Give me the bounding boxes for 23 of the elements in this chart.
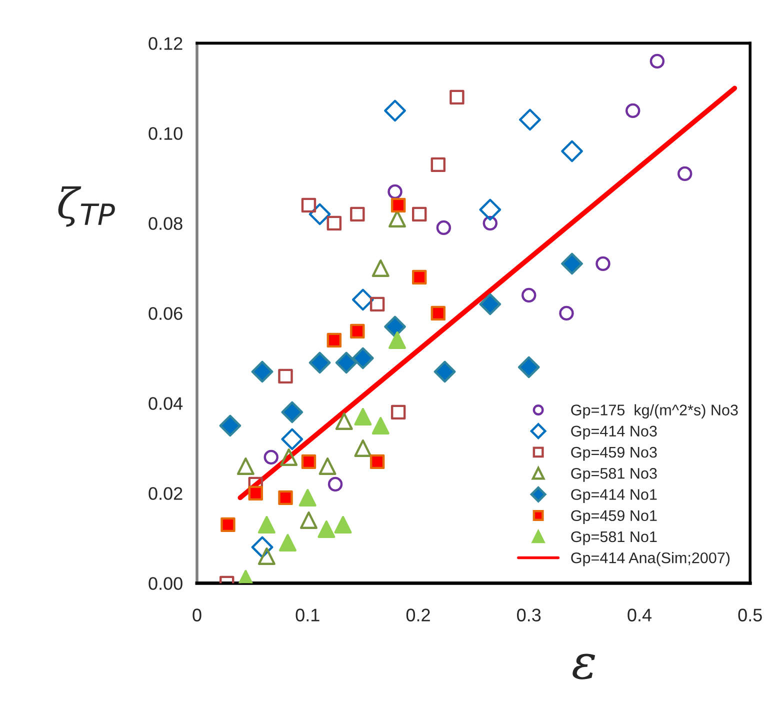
x-tick-label: 0.5 bbox=[738, 608, 762, 622]
legend-label: Gp=414 Ana(Sim;2007) bbox=[571, 552, 730, 566]
y-axis-title: ζ$_{TP}$ bbox=[58, 186, 115, 227]
legend-label: Gp=581 No1 bbox=[571, 531, 657, 546]
x-tick-label: 0.3 bbox=[517, 608, 541, 622]
y-tick-label: 0.00 bbox=[148, 577, 182, 590]
y-tick-label: 0.02 bbox=[148, 487, 182, 500]
x-tick-label: 0 bbox=[192, 608, 202, 622]
x-tick-label: 0.4 bbox=[628, 608, 652, 622]
legend-label: Gp=414 No3 bbox=[571, 426, 657, 440]
legend-label: Gp=414 No1 bbox=[571, 489, 657, 503]
legend-label: Gp=175 kg/(m^2*s) No3 bbox=[571, 404, 738, 418]
legend-label: Gp=459 No3 bbox=[571, 446, 657, 461]
x-tick-label: 0.1 bbox=[296, 608, 320, 622]
y-tick-label: 0.06 bbox=[148, 307, 182, 320]
legend-label: Gp=459 No1 bbox=[571, 510, 657, 524]
y-tick-label: 0.08 bbox=[148, 217, 182, 230]
x-tick-label: 0.2 bbox=[406, 608, 430, 622]
legend-label: Gp=581 No3 bbox=[571, 468, 657, 482]
x-axis-title: ε bbox=[572, 654, 596, 680]
y-tick-label: 0.10 bbox=[148, 127, 182, 140]
y-tick-label: 0.04 bbox=[148, 397, 183, 410]
y-tick-label: 0.12 bbox=[148, 37, 182, 50]
